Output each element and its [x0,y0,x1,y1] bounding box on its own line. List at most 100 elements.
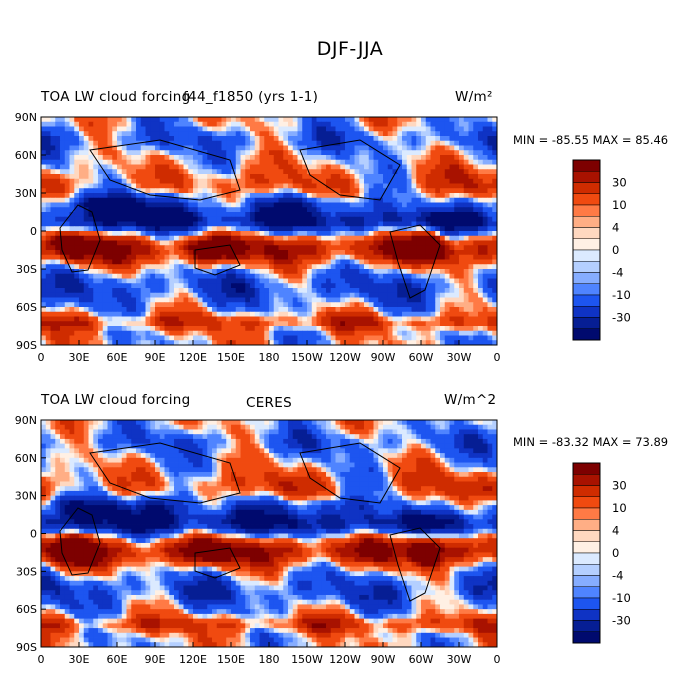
panel1-coastline [89,139,241,201]
panel1-x-tick-label: 0 [38,351,45,364]
panel2-colorbar-frame [572,462,601,644]
panel2-units: W/m^2 [444,392,497,408]
panel1-y-tick-label: 90S [16,339,37,352]
main-title: DJF-JJA [316,38,384,60]
panel2-colorbar-label: 0 [612,546,619,560]
panel2-x-tick-label: 90E [145,653,166,666]
panel1-colorbar-label: 10 [612,198,627,212]
panel2-colorbar-segment [572,496,601,509]
panel1-x-tick-label: 60E [107,351,128,364]
panel2-coastline [194,547,241,579]
panel2-colorbar-label: -10 [612,591,631,605]
panel1-units: W/m² [455,89,493,105]
panel1-coastline [59,204,101,273]
panel1-colorbar-segment [572,227,601,239]
panel2-x-tick-label: 60E [107,653,128,666]
panel1-colorbar-segment [572,204,601,217]
panel1-map [41,117,498,346]
panel2-y-tick-label: 60N [15,452,37,465]
panel1-colorbar-segment [572,216,601,228]
panel2-title-center: CERES [246,395,292,411]
panel1-y-tick-label: 60S [16,301,37,314]
panel1-colorbar-segment [572,317,601,329]
panel2-colorbar-label: -4 [612,569,623,583]
panel2-colorbar-label: 4 [612,524,619,538]
panel1-y-tick-label: 90N [15,111,37,124]
panel2-y-tick-label: 60S [16,603,37,616]
panel1-x-tick-label: 30W [447,351,472,364]
panel2-map [41,420,498,648]
panel2-coastline [389,527,441,602]
panel2-x-tick-label: 30E [69,653,90,666]
panel1-coastline [299,139,401,201]
panel1-x-tick-label: 120W [329,351,361,364]
panel1-colorbar-segment [572,306,601,318]
panel2-colorbar-segment [572,485,601,497]
panel1-y-tick-label: 0 [30,225,37,238]
panel2-x-tick-label: 0 [494,653,501,666]
panel2-colorbar-segment [572,609,601,621]
panel2-colorbar-segment [572,530,601,542]
panel1-colorbar-segment [572,171,601,183]
panel2-colorbar-segment [572,586,601,599]
panel2-colorbar-segment [572,519,601,531]
panel2-x-tick-label: 150E [217,653,245,666]
panel2-colorbar-segment [572,564,601,576]
panel1-y-tick-label: 30S [16,263,37,276]
panel1-x-tick-label: 90E [145,351,166,364]
panel2-colorbar-segment [572,631,601,644]
panel2-colorbar-label: -30 [612,614,631,628]
panel1-colorbar-segment [572,159,601,172]
panel2-colorbar-segment [572,474,601,486]
panel1-x-tick-label: 30E [69,351,90,364]
panel2-colorbar-label: 10 [612,501,627,515]
panel2-y-tick-label: 0 [30,528,37,541]
panel2-x-tick-label: 30W [447,653,472,666]
panel1-x-tick-label: 150W [291,351,323,364]
panel2-colorbar-label: 30 [612,479,627,493]
panel1-colorbar-segment [572,272,601,284]
panel1-y-tick-label: 60N [15,149,37,162]
panel1-x-tick-label: 150E [217,351,245,364]
panel2-colorbar-segment [572,620,601,632]
panel2-colorbar-segment [572,597,601,610]
panel1-colorbar-label: -30 [612,311,631,325]
panel2-title-left: TOA LW cloud forcing [41,392,191,408]
panel1-colorbar-segment [572,238,601,251]
panel1-min-max: MIN = -85.55 MAX = 85.46 [513,133,669,147]
panel2-x-tick-label: 0 [38,653,45,666]
panel1-x-tick-label: 180 [259,351,280,364]
panel1-title-center: f44_f1850 (yrs 1-1) [183,89,319,105]
panel1-colorbar-segment [572,328,601,341]
panel1-colorbar-label: -4 [612,266,623,280]
panel1-title-left: TOA LW cloud forcing [41,89,191,105]
panel1-colorbar-label: 30 [612,176,627,190]
panel2-y-tick-label: 30N [15,490,37,503]
panel2-y-tick-label: 90S [16,641,37,654]
panel2-x-tick-label: 180 [259,653,280,666]
panel1-coastline [389,224,441,299]
panel1-colorbar-segment [572,283,601,296]
panel2-min-max: MIN = -83.32 MAX = 73.89 [513,435,669,449]
panel2-coastline [89,442,241,504]
panel1-y-tick-label: 30N [15,187,37,200]
panel1-colorbar-segment [572,249,601,262]
panel2-x-tick-label: 120E [179,653,207,666]
panel1-colorbar-frame [572,159,601,341]
panel1-colorbar-label: 4 [612,221,619,235]
panel2-coastline [299,442,401,504]
panel2-colorbar-segment [572,462,601,475]
panel2-y-tick-label: 30S [16,565,37,578]
panel2-colorbar-segment [572,552,601,565]
panel1-colorbar-label: 0 [612,243,619,257]
panel2-colorbar-segment [572,507,601,520]
panel1-x-tick-label: 0 [494,351,501,364]
panel1-colorbar-segment [572,261,601,273]
panel2-colorbar-segment [572,541,601,554]
panel1-x-tick-label: 60W [409,351,434,364]
panel2-coastline [59,507,101,576]
panel2-x-tick-label: 90W [371,653,396,666]
panel2-x-tick-label: 150W [291,653,323,666]
panel1-colorbar-label: -10 [612,288,631,302]
panel1-x-tick-label: 90W [371,351,396,364]
